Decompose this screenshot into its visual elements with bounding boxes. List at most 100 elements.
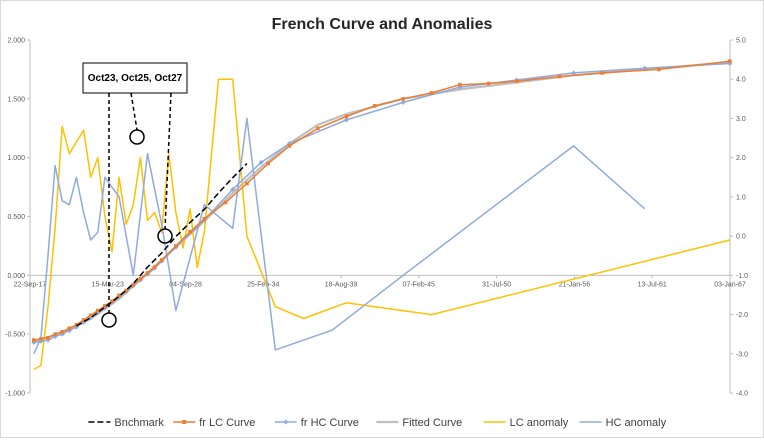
point-fr-lc-curve [429, 91, 434, 95]
annotation: Oct23, Oct25, Oct27 [82, 62, 188, 328]
point-fr-lc-curve [557, 74, 562, 79]
x-tick-label: 18-Aug-39 [325, 281, 358, 288]
point-fr-lc-curve [728, 59, 732, 63]
chart-title: French Curve and Anomalies [272, 16, 493, 33]
legend-label: HC anomaly [606, 417, 667, 429]
point-fr-lc-curve [266, 161, 271, 166]
point-fr-lc-curve [67, 326, 72, 331]
legend-item-bnchmark: Bnchmark [88, 417, 164, 429]
y-right-tick-label: 3.0 [736, 116, 746, 123]
point-fr-lc-curve [145, 271, 150, 275]
point-fr-lc-curve [81, 318, 86, 322]
point-fr-lc-curve [401, 97, 405, 101]
point-fr-lc-curve [245, 181, 249, 186]
y-left-tick-label: 2.000 [7, 38, 25, 45]
x-tick-label: 15-Mar-23 [92, 281, 124, 288]
y-right-tick-label: -4.0 [736, 391, 748, 398]
x-tick-label: 03-Jan-67 [714, 281, 746, 288]
y-left-tick-label: -0.500 [5, 332, 25, 339]
point-fr-lc-curve [287, 144, 292, 148]
point-fr-lc-curve [88, 313, 93, 318]
legend-item-lc-anomaly: LC anomaly [483, 417, 569, 429]
point-fr-lc-curve [103, 304, 107, 308]
x-tick-label: 25-Feb-34 [247, 281, 279, 288]
y-right-tick-label: -3.0 [736, 351, 748, 358]
y-right-tick-label: 0.0 [736, 234, 746, 241]
y-right-tick-label: -2.0 [736, 312, 748, 319]
point-fr-lc-curve [124, 288, 128, 293]
point-fr-lc-curve [514, 79, 519, 83]
legend-marker [182, 420, 187, 424]
y-right-tick-label: 2.0 [736, 155, 746, 162]
series-fitted-curve [33, 61, 730, 343]
y-right-tick-label: 1.0 [736, 194, 746, 201]
point-fr-lc-curve [458, 82, 462, 87]
legend-label: fr LC Curve [199, 417, 255, 429]
legend-item-fitted-curve: Fitted Curve [376, 417, 462, 429]
point-fr-lc-curve [110, 299, 114, 304]
annotation-leader [130, 92, 138, 131]
annotation-box [82, 62, 188, 94]
legend-marker [283, 419, 289, 425]
y-left-tick-label: 0.500 [7, 214, 25, 221]
point-fr-lc-curve [159, 258, 164, 262]
point-fr-lc-curve [174, 244, 178, 248]
y-right-tick-label: 4.0 [736, 77, 746, 84]
series-line-bnchmark [76, 162, 248, 327]
annotation-leader [164, 92, 172, 230]
y-left-tick-label: 0.000 [7, 273, 25, 280]
annotation-circle [157, 228, 173, 244]
y-left-tick-label: 1.000 [7, 155, 25, 162]
point-fr-lc-curve [53, 332, 57, 336]
x-tick-label: 07-Feb-45 [403, 281, 435, 288]
point-fr-lc-curve [138, 277, 143, 281]
series-bnchmark [76, 162, 248, 327]
y-left-tick-label: -1.000 [5, 391, 25, 398]
legend-label: fr HC Curve [301, 417, 359, 429]
annotation-text: Oct23, Oct25, Oct27 [88, 73, 183, 84]
x-tick-label: 31-Jul-50 [482, 281, 511, 288]
point-fr-lc-curve [188, 229, 192, 234]
y-right-tick-label: 5.0 [736, 38, 746, 45]
legend-label: LC anomaly [510, 417, 569, 429]
point-fr-lc-curve [32, 338, 36, 342]
annotation-circle [129, 129, 145, 145]
point-fr-lc-curve [39, 337, 43, 341]
y-right-tick-label: -1.0 [736, 273, 748, 280]
x-tick-label: 13-Jul-61 [638, 281, 667, 288]
point-fr-lc-curve [152, 265, 157, 269]
legend: Bnchmark fr LC Curve fr HC Curve Fitted Cur… [88, 417, 667, 429]
series-hc-anomaly [33, 117, 646, 355]
point-fr-lc-curve [372, 104, 377, 108]
series-lc-anomaly [33, 78, 731, 371]
y-left-tick-label: 1.500 [7, 96, 25, 103]
x-tick-label: 22-Sep-17 [14, 281, 47, 288]
point-fr-lc-curve [316, 126, 320, 131]
point-fr-lc-curve [223, 200, 228, 205]
point-fr-hc-curve [258, 159, 264, 165]
point-fr-lc-curve [657, 67, 661, 72]
series-line-lc-anomaly [33, 78, 731, 371]
annotation-circle [101, 312, 117, 328]
x-tick-label: 21-Jan-56 [559, 281, 591, 288]
legend-item-fr-hc-curve: fr HC Curve [274, 417, 359, 429]
legend-label: Bnchmark [114, 417, 164, 429]
legend-item-fr-lc-curve: fr LC Curve [173, 417, 255, 429]
point-fr-lc-curve [46, 335, 50, 340]
point-fr-lc-curve [486, 81, 491, 86]
point-fr-lc-curve [600, 71, 604, 75]
series-line-hc-anomaly [33, 117, 646, 355]
plot-series [31, 59, 733, 371]
point-fr-lc-curve [117, 293, 121, 298]
point-fr-hc-curve [230, 186, 236, 192]
point-fr-lc-curve [344, 114, 349, 119]
legend-item-hc-anomaly: HC anomaly [579, 417, 667, 429]
point-fr-lc-curve [131, 282, 136, 287]
point-fr-lc-curve [95, 308, 100, 313]
series-line-fitted-curve [33, 61, 730, 343]
point-fr-hc-curve [571, 70, 577, 76]
legend-label: Fitted Curve [402, 417, 462, 429]
point-fr-lc-curve [74, 322, 79, 327]
